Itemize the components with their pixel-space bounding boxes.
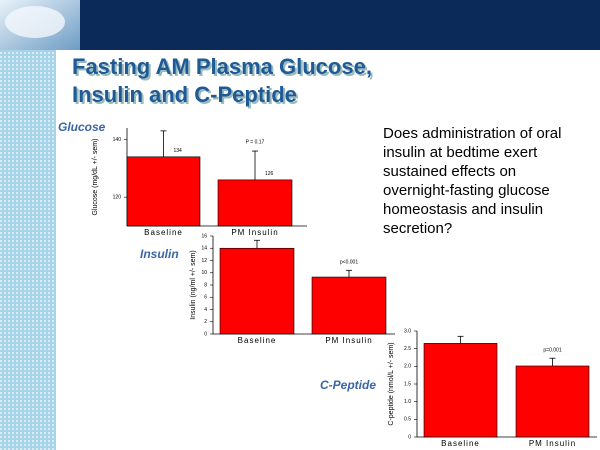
- chart-title: C-Peptide: [320, 378, 376, 392]
- y-tick-label: 2: [204, 319, 207, 325]
- pill-icon: [5, 6, 65, 38]
- y-tick-label: 16: [201, 233, 207, 239]
- bar: [219, 247, 295, 335]
- title-shadow: Insulin and C-Peptide: [74, 84, 299, 109]
- y-axis-label: Insulin (ng/ml +/- sem): [190, 250, 197, 319]
- y-axis-label: Glucose (mg/dL +/- sem): [92, 139, 99, 216]
- bar: [311, 276, 387, 335]
- chart-title: Insulin: [140, 247, 179, 261]
- y-tick-label: 0: [204, 331, 207, 337]
- y-tick-label: 140: [113, 137, 122, 143]
- error-bar: [457, 335, 464, 344]
- slide-title: Fasting AM Plasma Glucose, Insulin and C…: [72, 54, 374, 109]
- top-banner: [0, 0, 600, 50]
- error-bar: [252, 150, 258, 180]
- x-tick-label: PM Insulin: [529, 439, 576, 448]
- side-strip: [0, 50, 56, 450]
- bar: [126, 156, 201, 227]
- question-text: Does administration of oral insulin at b…: [383, 125, 562, 237]
- title-line: Insulin and C-Peptide: [72, 82, 297, 107]
- y-tick-label: 8: [204, 282, 207, 288]
- annotation: P = 0.17: [246, 139, 265, 145]
- y-tick-label: 1.0: [404, 399, 411, 405]
- y-tick-label: 6: [204, 295, 207, 301]
- y-tick-label: 3.0: [404, 328, 411, 334]
- value-label: 134: [174, 148, 183, 154]
- value-label: 126: [265, 171, 274, 177]
- bar: [217, 179, 293, 227]
- annotation: p=0.001: [543, 348, 561, 354]
- title-shadow: Fasting AM Plasma Glucose,: [74, 56, 374, 81]
- y-tick-label: 0.5: [404, 417, 411, 423]
- y-tick-label: 10: [201, 270, 207, 276]
- x-tick-label: Baseline: [144, 228, 183, 237]
- error-bar: [346, 269, 352, 278]
- bar: [423, 343, 498, 438]
- x-tick-label: Baseline: [441, 439, 480, 448]
- y-tick-label: 1.5: [404, 381, 411, 387]
- error-bar: [549, 357, 556, 366]
- y-tick-label: 2.5: [404, 346, 411, 352]
- chart-title: Glucose: [58, 120, 106, 134]
- title-line: Fasting AM Plasma Glucose,: [72, 54, 372, 79]
- error-bar: [160, 130, 167, 157]
- x-tick-label: PM Insulin: [231, 228, 278, 237]
- y-tick-label: 12: [201, 258, 207, 264]
- y-tick-label: 2.0: [404, 364, 411, 370]
- y-axis-label: C-peptide (nmol/L +/- sem): [388, 342, 395, 425]
- x-tick-label: PM Insulin: [325, 336, 372, 345]
- annotation: p<0.001: [340, 260, 358, 266]
- x-tick-label: Baseline: [238, 336, 277, 345]
- y-tick-label: 0: [408, 434, 411, 440]
- error-bar: [254, 239, 260, 249]
- y-tick-label: 4: [204, 307, 207, 313]
- y-tick-label: 14: [201, 246, 207, 252]
- bar: [515, 365, 590, 438]
- y-tick-label: 120: [113, 195, 122, 201]
